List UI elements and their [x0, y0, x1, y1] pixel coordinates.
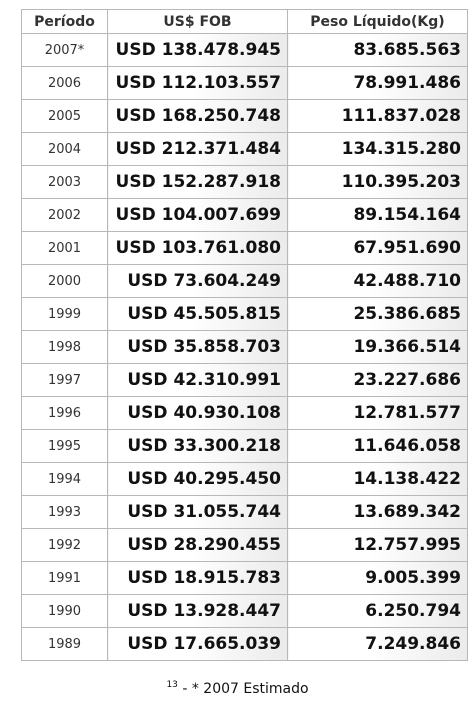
- weight-cell: 12.757.995: [287, 528, 468, 562]
- header-fob: US$ FOB: [107, 9, 288, 34]
- period-cell: 1994: [21, 462, 108, 496]
- table-body: 2007* USD 138.478.945 83.685.563 2006 USD 11…: [21, 33, 468, 661]
- table-row: 2001 USD 103.761.080 67.951.690: [21, 231, 468, 265]
- table-row: 2007* USD 138.478.945 83.685.563: [21, 33, 468, 67]
- weight-cell: 25.386.685: [287, 297, 468, 331]
- weight-cell: 42.488.710: [287, 264, 468, 298]
- period-cell: 2002: [21, 198, 108, 232]
- table-row: 2000 USD 73.604.249 42.488.710: [21, 264, 468, 298]
- period-cell: 2005: [21, 99, 108, 133]
- fob-cell: USD 152.287.918: [107, 165, 288, 199]
- weight-cell: 110.395.203: [287, 165, 468, 199]
- fob-cell: USD 40.930.108: [107, 396, 288, 430]
- weight-cell: 19.366.514: [287, 330, 468, 364]
- fob-cell: USD 40.295.450: [107, 462, 288, 496]
- fob-cell: USD 33.300.218: [107, 429, 288, 463]
- table-row: 2004 USD 212.371.484 134.315.280: [21, 132, 468, 166]
- period-cell: 2006: [21, 66, 108, 100]
- weight-cell: 12.781.577: [287, 396, 468, 430]
- footnote-text: - * 2007 Estimado: [177, 681, 309, 697]
- period-cell: 1999: [21, 297, 108, 331]
- footnote: 13 - * 2007 Estimado: [0, 680, 475, 697]
- table-row: 1993 USD 31.055.744 13.689.342: [21, 495, 468, 529]
- weight-cell: 7.249.846: [287, 627, 468, 661]
- weight-cell: 83.685.563: [287, 33, 468, 67]
- period-cell: 1995: [21, 429, 108, 463]
- weight-cell: 89.154.164: [287, 198, 468, 232]
- period-cell: 1992: [21, 528, 108, 562]
- weight-cell: 13.689.342: [287, 495, 468, 529]
- fob-cell: USD 31.055.744: [107, 495, 288, 529]
- fob-cell: USD 13.928.447: [107, 594, 288, 628]
- fob-cell: USD 212.371.484: [107, 132, 288, 166]
- weight-cell: 23.227.686: [287, 363, 468, 397]
- weight-cell: 9.005.399: [287, 561, 468, 595]
- fob-cell: USD 42.310.991: [107, 363, 288, 397]
- period-cell: 1998: [21, 330, 108, 364]
- period-cell: 1993: [21, 495, 108, 529]
- period-cell: 2001: [21, 231, 108, 265]
- fob-cell: USD 73.604.249: [107, 264, 288, 298]
- period-cell: 2007*: [21, 33, 108, 67]
- period-cell: 2000: [21, 264, 108, 298]
- weight-cell: 67.951.690: [287, 231, 468, 265]
- table-row: 2002 USD 104.007.699 89.154.164: [21, 198, 468, 232]
- table-row: 2005 USD 168.250.748 111.837.028: [21, 99, 468, 133]
- table-row: 1995 USD 33.300.218 11.646.058: [21, 429, 468, 463]
- table-row: 1994 USD 40.295.450 14.138.422: [21, 462, 468, 496]
- fob-cell: USD 112.103.557: [107, 66, 288, 100]
- footnote-ref: 13: [166, 680, 178, 690]
- table-row: 1999 USD 45.505.815 25.386.685: [21, 297, 468, 331]
- fob-cell: USD 35.858.703: [107, 330, 288, 364]
- fob-cell: USD 168.250.748: [107, 99, 288, 133]
- table-row: 2006 USD 112.103.557 78.991.486: [21, 66, 468, 100]
- header-weight: Peso Líquido(Kg): [287, 9, 468, 34]
- fob-cell: USD 45.505.815: [107, 297, 288, 331]
- period-cell: 1997: [21, 363, 108, 397]
- weight-cell: 134.315.280: [287, 132, 468, 166]
- header-period: Período: [21, 9, 108, 34]
- table-row: 1997 USD 42.310.991 23.227.686: [21, 363, 468, 397]
- table-row: 2003 USD 152.287.918 110.395.203: [21, 165, 468, 199]
- weight-cell: 6.250.794: [287, 594, 468, 628]
- period-cell: 1989: [21, 627, 108, 661]
- fob-cell: USD 103.761.080: [107, 231, 288, 265]
- fob-cell: USD 104.007.699: [107, 198, 288, 232]
- weight-cell: 11.646.058: [287, 429, 468, 463]
- table-row: 1998 USD 35.858.703 19.366.514: [21, 330, 468, 364]
- weight-cell: 14.138.422: [287, 462, 468, 496]
- fob-cell: USD 18.915.783: [107, 561, 288, 595]
- table-row: 1996 USD 40.930.108 12.781.577: [21, 396, 468, 430]
- period-cell: 1990: [21, 594, 108, 628]
- fob-cell: USD 138.478.945: [107, 33, 288, 67]
- period-cell: 2003: [21, 165, 108, 199]
- table-row: 1992 USD 28.290.455 12.757.995: [21, 528, 468, 562]
- table-row: 1991 USD 18.915.783 9.005.399: [21, 561, 468, 595]
- fob-cell: USD 17.665.039: [107, 627, 288, 661]
- table-header-row: Período US$ FOB Peso Líquido(Kg): [21, 9, 468, 34]
- export-table: Período US$ FOB Peso Líquido(Kg) 2007* US…: [21, 9, 468, 661]
- fob-cell: USD 28.290.455: [107, 528, 288, 562]
- period-cell: 1996: [21, 396, 108, 430]
- period-cell: 1991: [21, 561, 108, 595]
- period-cell: 2004: [21, 132, 108, 166]
- table-row: 1989 USD 17.665.039 7.249.846: [21, 627, 468, 661]
- weight-cell: 111.837.028: [287, 99, 468, 133]
- weight-cell: 78.991.486: [287, 66, 468, 100]
- table-row: 1990 USD 13.928.447 6.250.794: [21, 594, 468, 628]
